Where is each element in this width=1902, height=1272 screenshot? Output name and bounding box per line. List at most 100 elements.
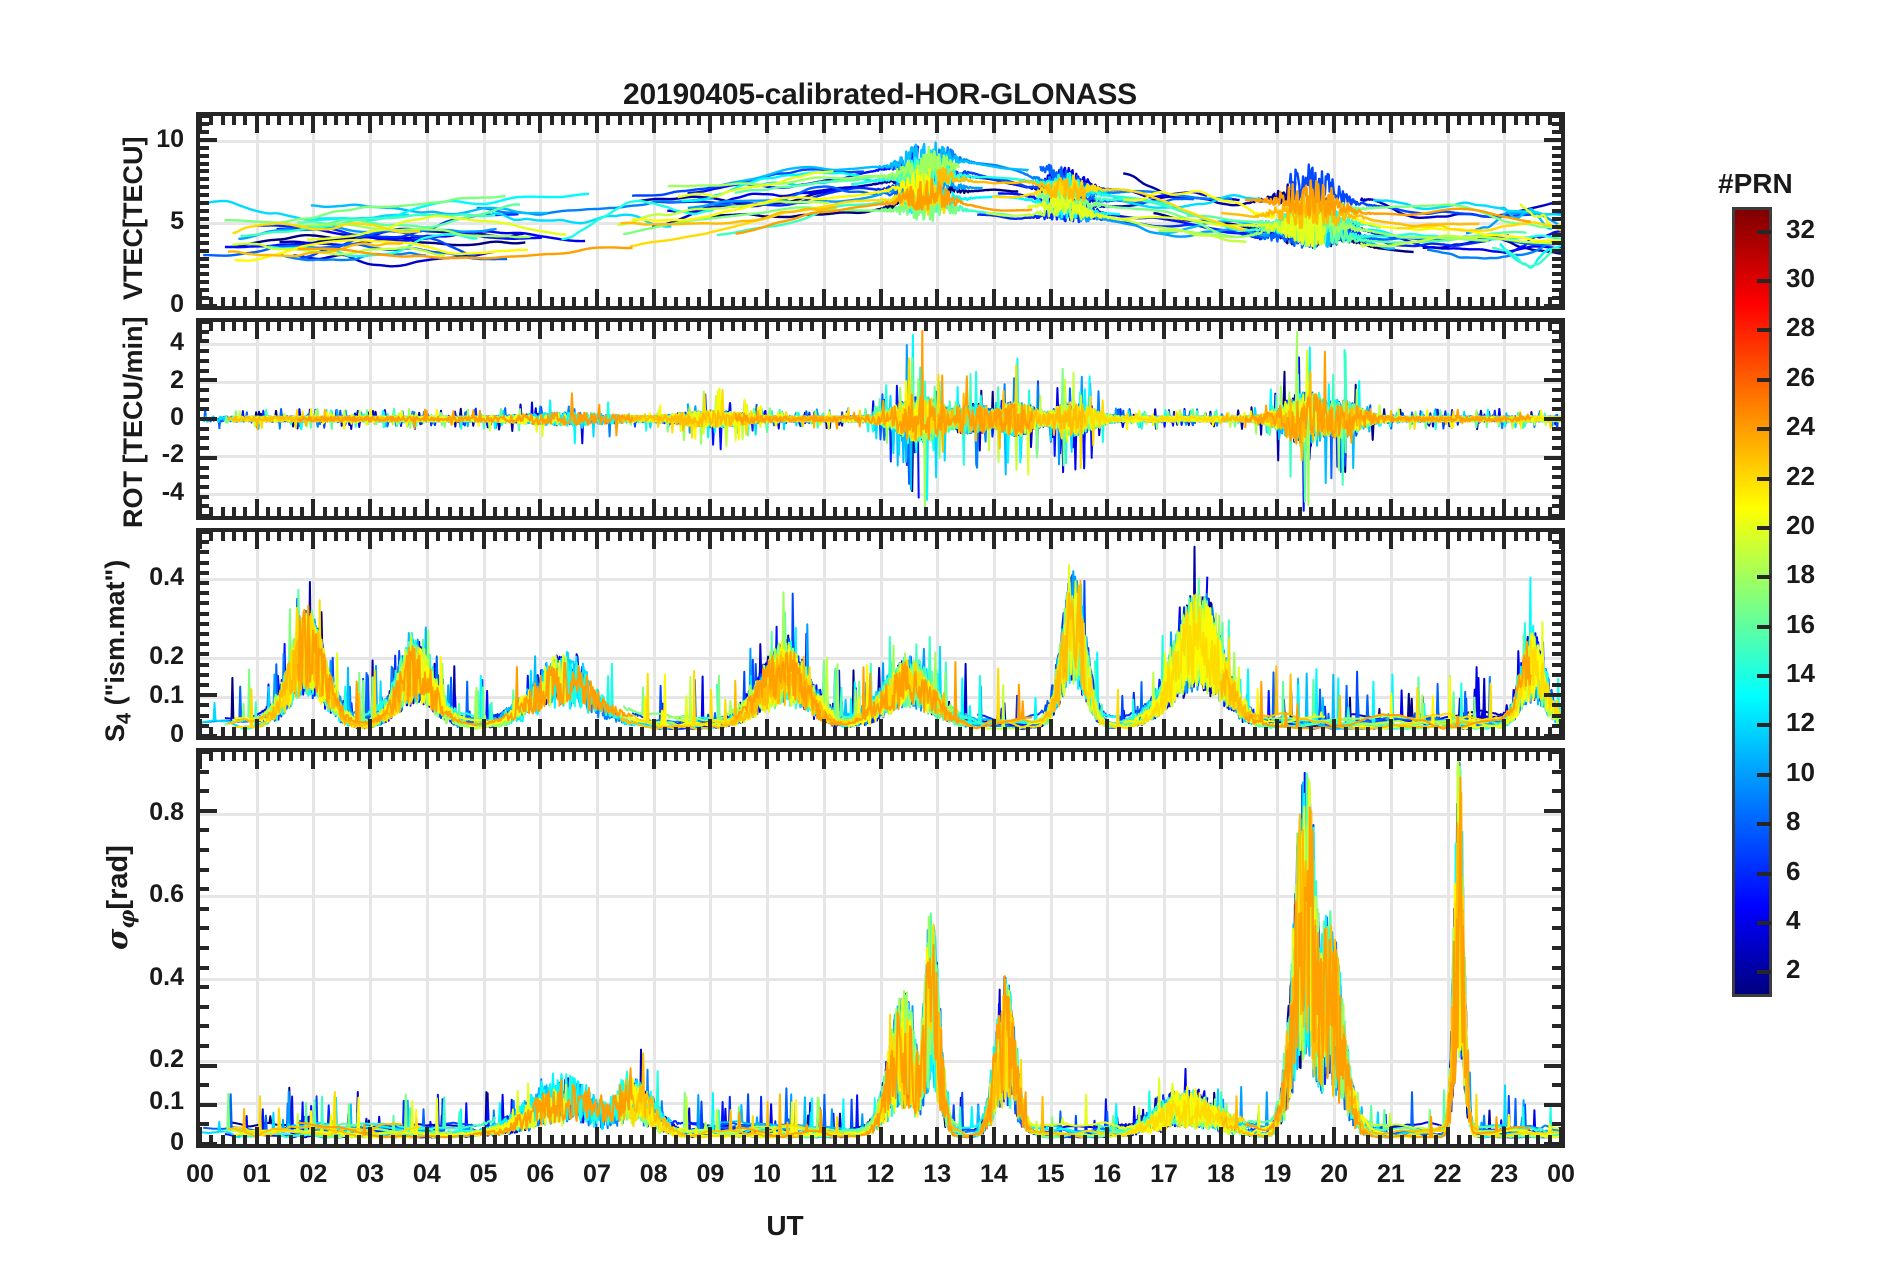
x-minor-tick	[617, 1135, 622, 1144]
x-minor-tick	[300, 532, 305, 541]
data-series	[1027, 193, 1327, 248]
y-minor-tick	[200, 828, 209, 833]
x-minor-tick	[526, 752, 531, 761]
x-minor-tick	[1298, 322, 1303, 331]
data-series	[932, 988, 1131, 1139]
x-minor-tick	[901, 727, 906, 736]
x-minor-tick	[470, 752, 475, 761]
x-major-tick	[481, 499, 486, 516]
x-minor-tick	[209, 322, 214, 331]
x-minor-tick	[334, 727, 339, 736]
x-minor-tick	[277, 752, 282, 761]
data-series	[1491, 246, 1561, 268]
y-minor-tick	[1552, 906, 1561, 911]
x-minor-tick	[1207, 727, 1212, 736]
x-minor-tick	[1320, 322, 1325, 331]
x-minor-tick	[912, 1135, 917, 1144]
x-major-tick	[1105, 532, 1110, 549]
y-minor-tick	[1552, 504, 1561, 509]
x-major-tick	[1105, 322, 1110, 339]
x-minor-tick	[266, 1135, 271, 1144]
x-tick-label: 23	[1490, 1160, 1519, 1188]
data-series	[1359, 234, 1561, 248]
x-minor-tick	[515, 532, 520, 541]
x-minor-tick	[787, 727, 792, 736]
gridline-horizontal	[200, 455, 1561, 459]
x-minor-tick	[470, 727, 475, 736]
x-minor-tick	[606, 1135, 611, 1144]
x-minor-tick	[1524, 727, 1529, 736]
y-tick-label: -2	[161, 440, 184, 469]
y-minor-tick	[1552, 1024, 1561, 1029]
x-major-tick	[1445, 719, 1450, 736]
y-tick-label: 0.4	[149, 563, 184, 592]
y-tick-label: 0	[170, 720, 184, 748]
data-series	[936, 579, 1087, 730]
x-minor-tick	[1264, 507, 1269, 516]
x-minor-tick	[606, 116, 611, 125]
x-major-tick	[424, 499, 429, 516]
x-major-tick	[200, 1127, 202, 1144]
x-minor-tick	[957, 322, 962, 331]
x-minor-tick	[583, 532, 588, 541]
x-major-tick	[1105, 499, 1110, 516]
x-minor-tick	[810, 752, 815, 761]
x-minor-tick	[776, 322, 781, 331]
data-series	[1244, 640, 1532, 730]
x-major-tick	[1445, 1127, 1450, 1144]
colorbar-tick-label: 12	[1786, 707, 1815, 738]
y-tick-label: 0.1	[149, 1086, 184, 1115]
x-minor-tick	[1207, 507, 1212, 516]
x-major-tick	[1445, 499, 1450, 516]
prn-colorbar[interactable]	[1732, 207, 1772, 997]
y-minor-tick	[200, 153, 209, 158]
x-tick-label: 20	[1320, 1160, 1349, 1188]
gridline-vertical	[1163, 532, 1167, 736]
x-minor-tick	[447, 727, 452, 736]
x-minor-tick	[753, 297, 758, 306]
x-minor-tick	[901, 297, 906, 306]
y-major-tick	[200, 417, 217, 421]
x-minor-tick	[1264, 752, 1269, 761]
y-minor-tick	[200, 387, 209, 392]
x-minor-tick	[492, 116, 497, 125]
colorbar-tick	[1757, 328, 1771, 333]
data-series	[293, 222, 531, 239]
gridline-vertical	[879, 752, 883, 1144]
gridline-vertical	[312, 116, 316, 306]
x-major-tick	[481, 289, 486, 306]
x-minor-tick	[628, 727, 633, 736]
x-minor-tick	[1479, 752, 1484, 761]
x-minor-tick	[1411, 1135, 1416, 1144]
x-minor-tick	[957, 297, 962, 306]
x-minor-tick	[1025, 532, 1030, 541]
y-minor-tick	[200, 611, 209, 616]
x-minor-tick	[1422, 752, 1427, 761]
x-minor-tick	[526, 532, 531, 541]
x-minor-tick	[731, 727, 736, 736]
x-tick-label: 18	[1206, 1160, 1235, 1188]
x-minor-tick	[1128, 752, 1133, 761]
y-minor-tick	[1552, 713, 1561, 718]
x-major-tick	[200, 752, 202, 769]
x-minor-tick	[515, 116, 520, 125]
x-minor-tick	[322, 322, 327, 331]
y-minor-tick	[1552, 465, 1561, 470]
x-major-tick	[368, 289, 373, 306]
x-minor-tick	[1207, 532, 1212, 541]
x-minor-tick	[1059, 532, 1064, 541]
x-major-tick	[368, 752, 373, 769]
x-major-tick	[821, 322, 826, 339]
x-minor-tick	[1230, 507, 1235, 516]
x-minor-tick	[776, 727, 781, 736]
x-minor-tick	[492, 532, 497, 541]
y-minor-tick	[1552, 475, 1561, 480]
x-minor-tick	[334, 752, 339, 761]
data-series	[240, 213, 496, 238]
y-minor-tick	[200, 848, 209, 852]
x-minor-tick	[1252, 752, 1257, 761]
y-minor-tick	[1552, 296, 1561, 301]
x-minor-tick	[345, 1135, 350, 1144]
x-minor-tick	[742, 507, 747, 516]
x-minor-tick	[1116, 532, 1121, 541]
